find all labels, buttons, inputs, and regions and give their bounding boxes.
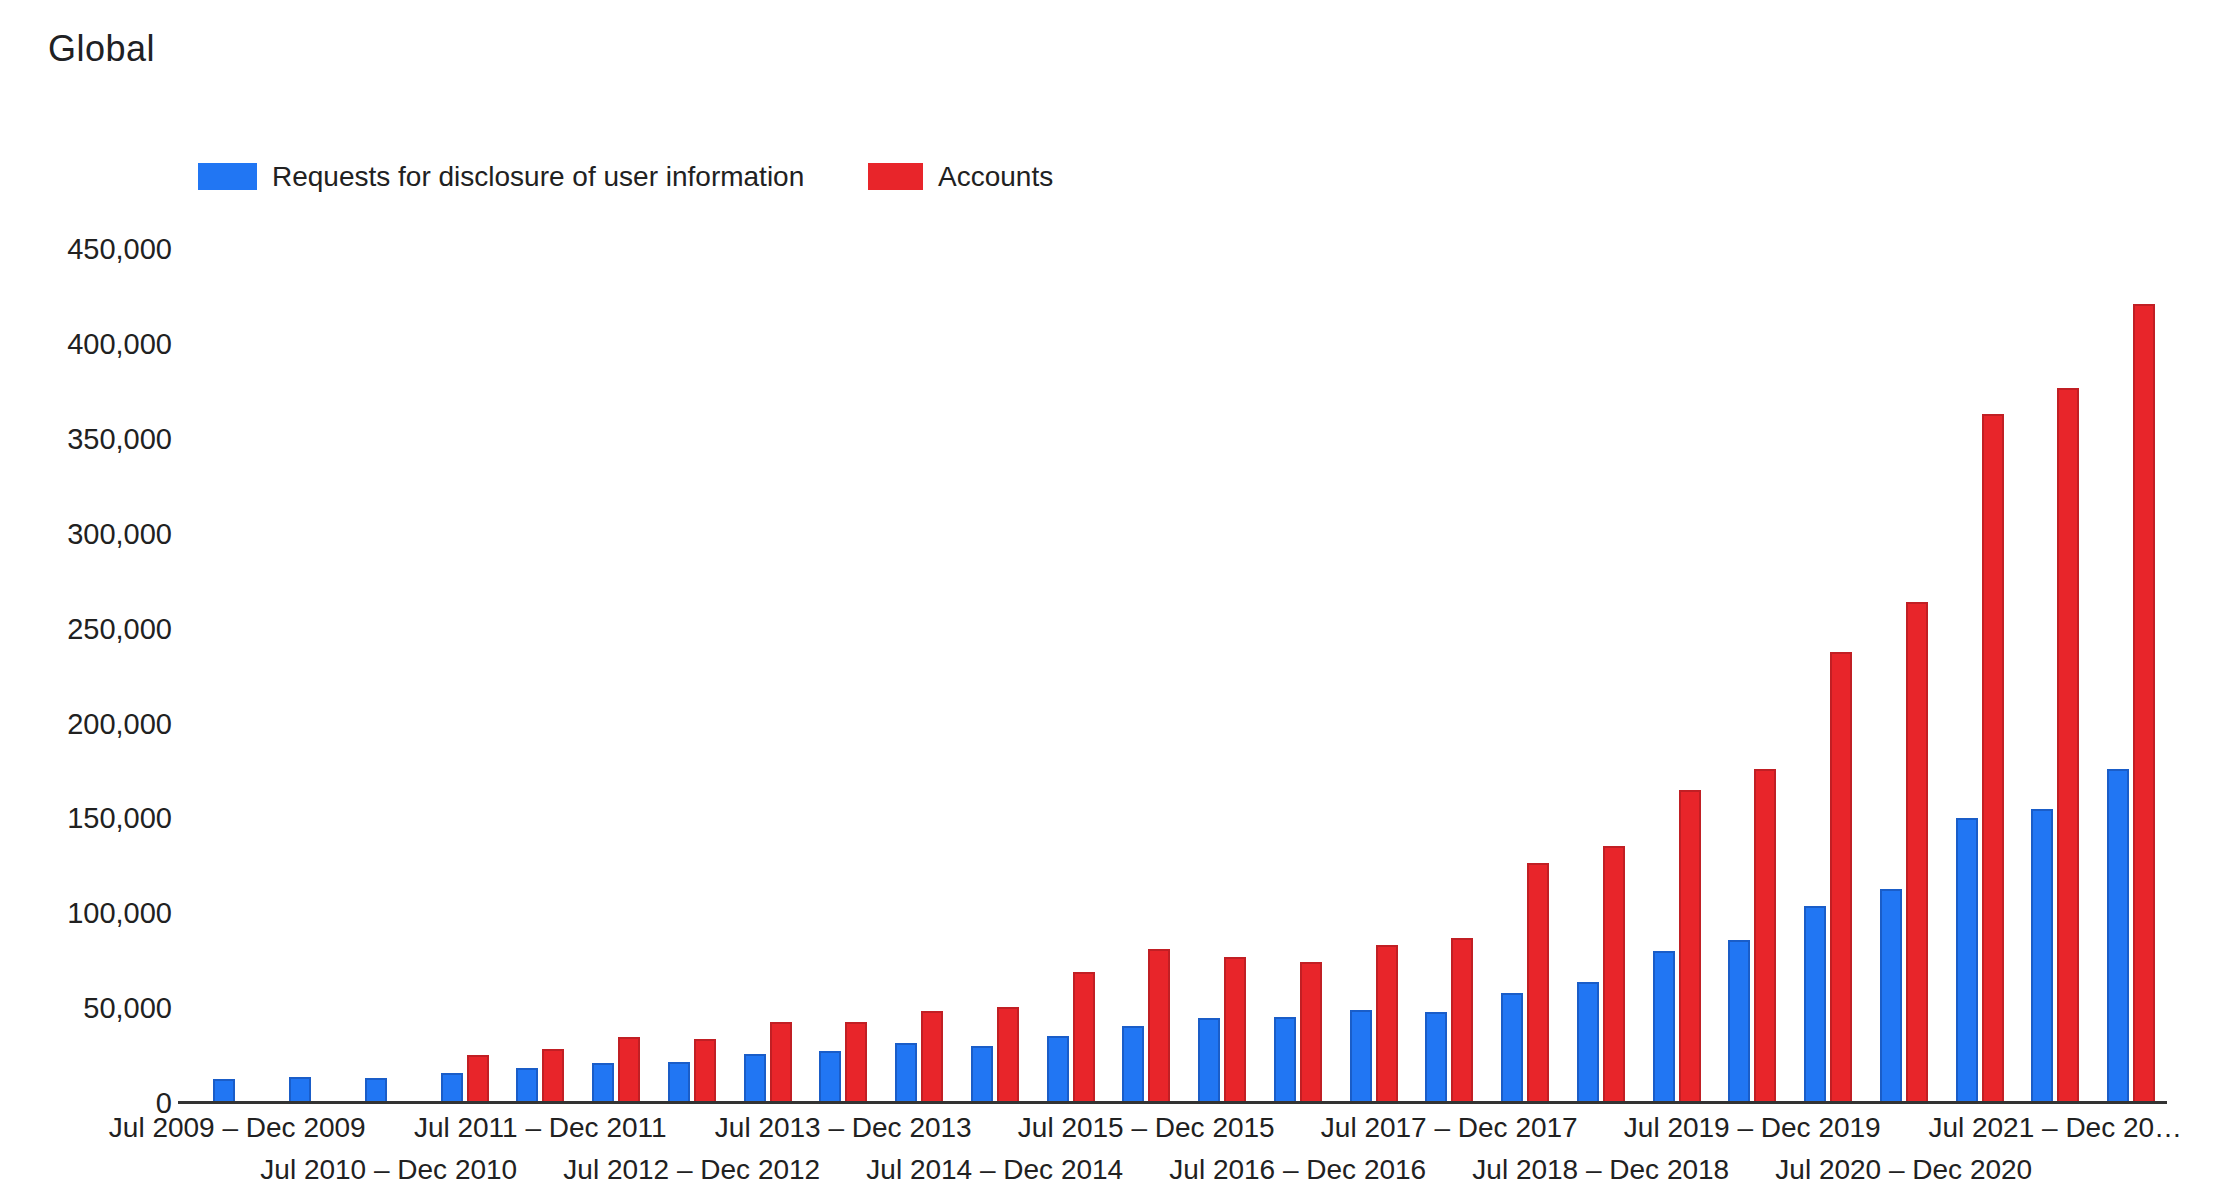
requests-bar[interactable]	[1350, 1010, 1372, 1103]
accounts-bar[interactable]	[845, 1022, 867, 1103]
requests-bar[interactable]	[441, 1073, 463, 1103]
x-axis-tick-label: Jul 2018 – Dec 2018	[1472, 1154, 1729, 1186]
accounts-bar[interactable]	[1603, 846, 1625, 1103]
requests-bar[interactable]	[1198, 1018, 1220, 1103]
accounts-bar[interactable]	[1148, 949, 1170, 1103]
y-axis-tick-label: 200,000	[0, 707, 172, 740]
y-axis-tick-label: 300,000	[0, 517, 172, 550]
requests-bar[interactable]	[2031, 809, 2053, 1103]
legend-swatch-requests	[198, 163, 257, 190]
x-axis-tick-label: Jul 2016 – Dec 2016	[1169, 1154, 1426, 1186]
accounts-bar[interactable]	[1376, 945, 1398, 1103]
accounts-bar[interactable]	[770, 1022, 792, 1103]
x-axis-line	[178, 1101, 2167, 1104]
accounts-bar[interactable]	[1754, 769, 1776, 1103]
requests-bar[interactable]	[1425, 1012, 1447, 1103]
accounts-bar[interactable]	[921, 1011, 943, 1103]
y-axis-tick-label: 350,000	[0, 423, 172, 456]
x-axis-tick-label: Jul 2020 – Dec 2020	[1775, 1154, 2032, 1186]
accounts-bar[interactable]	[1679, 790, 1701, 1103]
requests-bar[interactable]	[1728, 940, 1750, 1103]
accounts-bar[interactable]	[1830, 652, 1852, 1103]
x-axis-tick-label: Jul 2021 – Dec 20…	[1928, 1112, 2182, 1144]
requests-bar[interactable]	[365, 1078, 387, 1103]
requests-bar[interactable]	[1047, 1036, 1069, 1103]
requests-bar[interactable]	[668, 1062, 690, 1103]
accounts-bar[interactable]	[467, 1055, 489, 1103]
requests-bar[interactable]	[1880, 889, 1902, 1103]
accounts-bar[interactable]	[2133, 304, 2155, 1103]
x-axis-tick-label: Jul 2019 – Dec 2019	[1624, 1112, 1881, 1144]
legend-label-accounts: Accounts	[938, 161, 1053, 193]
y-axis-tick-label: 250,000	[0, 612, 172, 645]
accounts-bar[interactable]	[694, 1039, 716, 1103]
x-axis-tick-label: Jul 2009 – Dec 2009	[109, 1112, 366, 1144]
requests-bar[interactable]	[1274, 1017, 1296, 1103]
requests-bar[interactable]	[744, 1054, 766, 1103]
y-axis-tick-label: 450,000	[0, 233, 172, 266]
y-axis-tick-label: 150,000	[0, 802, 172, 835]
x-axis-tick-label: Jul 2017 – Dec 2017	[1321, 1112, 1578, 1144]
requests-bar[interactable]	[289, 1077, 311, 1103]
accounts-bar[interactable]	[618, 1037, 640, 1103]
x-axis-tick-label: Jul 2013 – Dec 2013	[715, 1112, 972, 1144]
requests-bar[interactable]	[1501, 993, 1523, 1103]
accounts-bar[interactable]	[542, 1049, 564, 1103]
page-title: Global	[48, 28, 155, 70]
requests-bar[interactable]	[1804, 906, 1826, 1103]
requests-bar[interactable]	[1956, 818, 1978, 1103]
requests-bar[interactable]	[895, 1043, 917, 1103]
requests-bar[interactable]	[1577, 982, 1599, 1103]
accounts-bar[interactable]	[1906, 602, 1928, 1103]
legend-swatch-accounts	[868, 163, 923, 190]
legend-label-requests: Requests for disclosure of user informat…	[272, 161, 804, 193]
x-axis-tick-label: Jul 2011 – Dec 2011	[414, 1112, 667, 1144]
requests-bar[interactable]	[2107, 769, 2129, 1103]
accounts-bar[interactable]	[1073, 972, 1095, 1103]
requests-bar[interactable]	[971, 1046, 993, 1103]
transparency-report-chart: Global Requests for disclosure of user i…	[0, 0, 2222, 1200]
accounts-bar[interactable]	[1224, 957, 1246, 1103]
accounts-bar[interactable]	[1451, 938, 1473, 1103]
requests-bar[interactable]	[516, 1068, 538, 1103]
y-axis-tick-label: 50,000	[0, 992, 172, 1025]
x-axis-tick-label: Jul 2012 – Dec 2012	[563, 1154, 820, 1186]
requests-bar[interactable]	[1653, 951, 1675, 1103]
requests-bar[interactable]	[1122, 1026, 1144, 1103]
x-axis-tick-label: Jul 2010 – Dec 2010	[260, 1154, 517, 1186]
accounts-bar[interactable]	[1300, 962, 1322, 1103]
x-axis-tick-label: Jul 2014 – Dec 2014	[866, 1154, 1123, 1186]
requests-bar[interactable]	[819, 1051, 841, 1103]
requests-bar[interactable]	[592, 1063, 614, 1103]
y-axis-tick-label: 400,000	[0, 328, 172, 361]
requests-bar[interactable]	[213, 1079, 235, 1103]
y-axis-tick-label: 100,000	[0, 897, 172, 930]
x-axis-tick-label: Jul 2015 – Dec 2015	[1018, 1112, 1275, 1144]
accounts-bar[interactable]	[1982, 414, 2004, 1103]
accounts-bar[interactable]	[1527, 863, 1549, 1103]
accounts-bar[interactable]	[997, 1007, 1019, 1103]
accounts-bar[interactable]	[2057, 388, 2079, 1103]
